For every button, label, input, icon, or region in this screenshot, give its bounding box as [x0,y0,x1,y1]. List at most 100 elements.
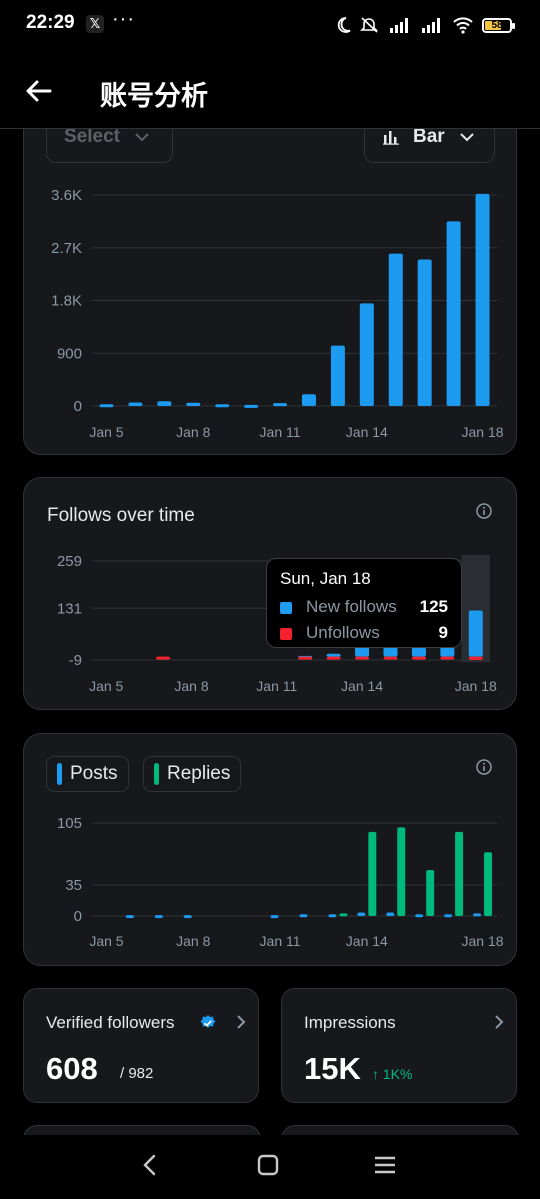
bar [388,253,403,406]
growth-chart-card: Select Bar [23,100,517,455]
bar [426,869,435,916]
bar [186,402,201,406]
impressions-card[interactable]: Impressions 15K ↑ 1K% [281,988,517,1103]
bar [357,912,366,916]
bar [355,656,370,660]
bar [355,645,370,657]
bar [326,653,341,657]
bar [383,656,398,660]
legend-label: Posts [70,763,118,784]
bar [415,914,424,918]
legend-chip-posts[interactable]: Posts [46,756,129,792]
system-nav-bar [0,1135,540,1199]
legend-swatch [280,628,292,640]
y-tick-label: 259 [57,553,82,570]
bar [444,914,453,918]
wifi-icon [453,17,473,34]
bar [446,221,461,406]
x-tick-label: Jan 14 [341,678,383,694]
more-notifications-icon: ··· [112,8,135,30]
bar [156,656,171,660]
moon-icon [337,17,351,33]
chevron-down-icon [459,133,474,142]
bar [215,404,230,408]
back-arrow-icon[interactable] [24,76,54,106]
chart-type-label: Bar [413,126,445,147]
y-tick-label: 0 [74,398,82,415]
tooltip-value: 9 [438,623,448,642]
bar [183,915,192,919]
x-tick-label: Jan 11 [260,933,301,949]
x-tick-label: Jan 8 [174,678,208,694]
posts-replies-card: Posts Replies [23,733,517,966]
bar [125,915,134,919]
legend-label: Replies [167,763,231,784]
verified-followers-value: 608 [46,1051,98,1086]
chevron-right-icon [237,1015,246,1029]
nav-back-icon[interactable] [140,1153,160,1177]
chart-type-select[interactable]: Bar [364,111,495,163]
status-bar: 22:29 𝕏 ··· 58 [0,0,540,50]
bar [330,345,345,406]
bar [386,912,395,916]
legend-chip-replies[interactable]: Replies [143,756,242,792]
x-tick-label: Jan 14 [346,424,388,440]
x-tick-label: Jan 8 [176,424,210,440]
bar [99,404,114,408]
y-tick-label: 0 [74,908,82,925]
y-tick-label: 1.8K [51,293,82,310]
bar [368,831,377,916]
bar-chart-icon [383,131,399,145]
y-tick-label: 3.6K [51,187,82,204]
bar [157,401,172,406]
bar [328,914,337,918]
x-tick-label: Jan 5 [89,424,123,440]
bar [455,831,464,916]
signal-1-icon [390,18,408,33]
x-tick-label: Jan 14 [346,933,388,949]
bar [417,259,432,406]
y-tick-label: 900 [57,345,82,362]
info-icon[interactable] [476,759,492,775]
y-tick-label: 35 [65,877,82,894]
chevron-down-icon [135,133,149,142]
metric-select-label: Select [64,126,120,147]
nav-recents-icon[interactable] [374,1155,396,1175]
status-time: 22:29 [26,12,75,33]
x-tick-label: Jan 18 [462,933,504,949]
chart-tooltip: Sun, Jan 18 New follows 125 Unfollows 9 [266,558,462,648]
legend-swatch [57,763,62,785]
top-app-bar: 账号分析 [0,50,540,129]
x-tick-label: Jan 5 [89,933,123,949]
bar [468,656,483,660]
tooltip-row-unfollows: Unfollows 9 [280,623,448,645]
y-tick-label: 105 [57,815,82,832]
tooltip-value: 125 [419,597,448,616]
verified-followers-card[interactable]: Verified followers 608 / 982 [23,988,259,1103]
x-tick-label: Jan 18 [462,424,504,440]
x-app-icon: 𝕏 [86,15,104,33]
tooltip-row-new-follows: New follows 125 [280,597,448,619]
info-icon[interactable] [476,503,492,519]
legend-swatch [280,602,292,614]
posts-replies-bar-chart: 0 35 105 Jan 5 Jan 8 Jan 11 Jan 14 Jan 18 [57,815,504,949]
growth-bar-chart: 0 900 1.8K 2.7K 3.6K Jan 5 Jan 8 Jan 11 Jan 14 Ja… [51,187,504,440]
verified-badge-icon [200,1015,216,1028]
bar [154,915,163,919]
impressions-change: ↑ 1K% [372,1066,413,1082]
tooltip-date: Sun, Jan 18 [280,569,371,588]
bar [326,656,341,660]
x-tick-label: Jan 5 [89,678,123,694]
bar [298,656,313,660]
bar [468,610,483,657]
y-tick-label: 2.7K [51,240,82,257]
y-tick-label: -9 [69,652,82,669]
bar [440,656,455,660]
bar [475,193,490,406]
bar [270,915,279,919]
bar [244,404,259,408]
battery-icon: 58 [482,17,515,33]
nav-home-icon[interactable] [257,1154,279,1176]
tooltip-label: Unfollows [306,623,380,642]
impressions-label: Impressions [304,1013,396,1032]
